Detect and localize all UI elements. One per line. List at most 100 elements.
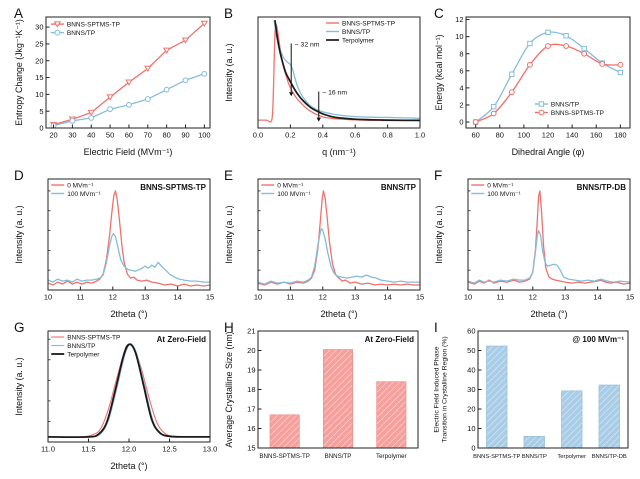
svg-text:BNNS-SPTMS-TP: BNNS-SPTMS-TP (342, 20, 395, 27)
svg-text:2theta (°): 2theta (°) (110, 309, 147, 319)
svg-text:12.5: 12.5 (162, 445, 177, 454)
svg-text:10: 10 (464, 293, 472, 302)
svg-text:15: 15 (247, 444, 255, 453)
svg-text:14: 14 (173, 293, 181, 302)
svg-text:BNNS/TP: BNNS/TP (522, 454, 547, 460)
svg-text:12.0: 12.0 (122, 445, 137, 454)
svg-text:0.4: 0.4 (318, 131, 328, 140)
svg-text:25: 25 (35, 40, 43, 49)
svg-text:100 MVm⁻¹: 100 MVm⁻¹ (277, 191, 311, 198)
svg-text:6: 6 (459, 66, 463, 75)
panel-f-label: F (434, 168, 443, 183)
svg-text:11.5: 11.5 (81, 445, 95, 454)
svg-text:0.6: 0.6 (350, 131, 360, 140)
svg-text:18: 18 (247, 385, 255, 394)
svg-text:40: 40 (87, 131, 95, 140)
svg-text:180: 180 (614, 131, 627, 140)
svg-text:2theta (°): 2theta (°) (530, 309, 567, 319)
svg-text:11: 11 (77, 293, 85, 302)
svg-text:BNNS/TP: BNNS/TP (551, 101, 579, 108)
svg-text:12: 12 (319, 293, 327, 302)
svg-text:4: 4 (459, 83, 463, 92)
chart-a-svg: 20 30 40 50 60 70 80 90 100 0 5 10 15 20 25 30 Electric … (14, 16, 211, 157)
chart-c-svg: 60 80 100 120 140 160 180 0 2 4 6 8 10 12 Dihedral Ang… (434, 15, 631, 157)
svg-text:BNNS/TP-DB: BNNS/TP-DB (592, 454, 627, 460)
svg-text:15: 15 (626, 293, 634, 302)
svg-text:Entropy Change (Jkg⁻¹K⁻¹): Entropy Change (Jkg⁻¹K⁻¹) (14, 19, 24, 126)
svg-text:15: 15 (35, 73, 43, 82)
svg-text:10: 10 (467, 424, 475, 433)
svg-text:13: 13 (141, 293, 149, 302)
svg-text:14: 14 (383, 293, 391, 302)
svg-text:14: 14 (593, 293, 601, 302)
svg-text:13: 13 (351, 293, 359, 302)
panel-d-label: D (14, 168, 24, 183)
svg-text:15: 15 (416, 293, 424, 302)
svg-text:10: 10 (35, 90, 43, 99)
svg-text:5: 5 (39, 107, 43, 116)
svg-text:11.0: 11.0 (41, 445, 55, 454)
svg-text:BNNS-SPTMS-TP: BNNS-SPTMS-TP (551, 110, 604, 117)
svg-text:50: 50 (106, 131, 114, 140)
svg-text:Transition in Crystalline Regi: Transition in Crystalline Region (%) (442, 336, 449, 442)
svg-text:50: 50 (467, 346, 475, 355)
svg-text:90: 90 (181, 131, 189, 140)
svg-text:Average Crystalline Size (nm): Average Crystalline Size (nm) (224, 331, 234, 447)
svg-text:Intensity (a. u.): Intensity (a. u.) (224, 205, 234, 263)
svg-text:2theta (°): 2theta (°) (320, 309, 357, 319)
svg-text:10: 10 (254, 293, 262, 302)
svg-text:Intensity (a. u.): Intensity (a. u.) (14, 357, 24, 415)
svg-text:8: 8 (459, 49, 463, 58)
svg-text:60: 60 (467, 327, 475, 336)
svg-text:10: 10 (44, 293, 52, 302)
svg-text:20: 20 (247, 346, 255, 355)
svg-text:11: 11 (497, 293, 505, 302)
svg-text:80: 80 (496, 131, 504, 140)
svg-text:At Zero-Field: At Zero-Field (365, 335, 414, 344)
svg-text:21: 21 (247, 327, 255, 336)
svg-text:BNNS/TP: BNNS/TP (325, 453, 352, 460)
svg-text:0: 0 (459, 118, 463, 127)
svg-text:160: 160 (590, 131, 603, 140)
panel-h: H BNNS-SPTMS-TP BNNS/TP Terpolymer 15 16 17 18… (222, 320, 428, 470)
panel-b-label: B (224, 6, 234, 21)
svg-text:0.8: 0.8 (382, 131, 392, 140)
svg-text:0.2: 0.2 (285, 131, 295, 140)
svg-text:140: 140 (566, 131, 579, 140)
panel-f: F 10 11 12 13 14 15 2theta (°) Intensity (a. u.… (432, 168, 638, 319)
panel-b: B 0.0 0.2 0.4 0.6 0.8 1.0 q (nm⁻¹) Intensity (a… (222, 6, 428, 157)
svg-text:BNNS-SPTMS-TP: BNNS-SPTMS-TP (259, 453, 310, 460)
svg-text:20: 20 (467, 405, 475, 414)
svg-text:19: 19 (247, 366, 255, 375)
svg-text:Terpolymer: Terpolymer (557, 454, 586, 460)
svg-text:Terpolymer: Terpolymer (342, 37, 375, 44)
svg-text:At Zero-Field: At Zero-Field (157, 335, 206, 344)
chart-f-svg: 10 11 12 13 14 15 2theta (°) Intensity (a. u.) 0… (434, 178, 634, 319)
svg-text:40: 40 (467, 366, 475, 375)
svg-text:Intensity (a. u.): Intensity (a. u.) (434, 205, 444, 263)
panel-i: I BNNS-SPTMS-TP BNNS/TP Terpolymer BNNS/TP-… (432, 320, 638, 470)
svg-text:2: 2 (459, 101, 463, 110)
panel-g-label: G (14, 320, 25, 335)
chart-b-svg: 0.0 0.2 0.4 0.6 0.8 1.0 q (nm⁻¹) Intensity (a. … (224, 16, 425, 157)
panel-e: E 10 11 12 13 14 15 2theta (°) Intensity (a. u.… (222, 168, 428, 319)
svg-text:Electric Field Induced Phase: Electric Field Induced Phase (434, 346, 441, 432)
panel-g: G 11.0 11.5 12.0 12.5 13.0 2theta (°) Intensit… (12, 320, 218, 471)
svg-text:BNNS/TP: BNNS/TP (67, 343, 95, 350)
svg-text:0 MVm⁻¹: 0 MVm⁻¹ (487, 182, 514, 189)
svg-text:12: 12 (529, 293, 537, 302)
svg-text:100 MVm⁻¹: 100 MVm⁻¹ (67, 191, 101, 198)
svg-text:q (nm⁻¹): q (nm⁻¹) (322, 147, 356, 157)
svg-text:1.0: 1.0 (415, 131, 425, 140)
svg-text:15: 15 (206, 293, 214, 302)
svg-text:0: 0 (39, 124, 43, 133)
svg-text:60: 60 (125, 131, 133, 140)
svg-text:~ 16 nm: ~ 16 nm (322, 90, 347, 97)
svg-text:BNNS-SPTMS-TP: BNNS-SPTMS-TP (67, 21, 120, 28)
svg-text:Intensity (a. u.): Intensity (a. u.) (224, 43, 234, 101)
panel-c-label: C (434, 6, 444, 21)
svg-text:120: 120 (542, 131, 555, 140)
svg-text:16: 16 (247, 424, 255, 433)
chart-e-svg: 10 11 12 13 14 15 2theta (°) Intensity (a. u.) 0… (224, 178, 424, 319)
svg-text:10: 10 (455, 32, 463, 41)
